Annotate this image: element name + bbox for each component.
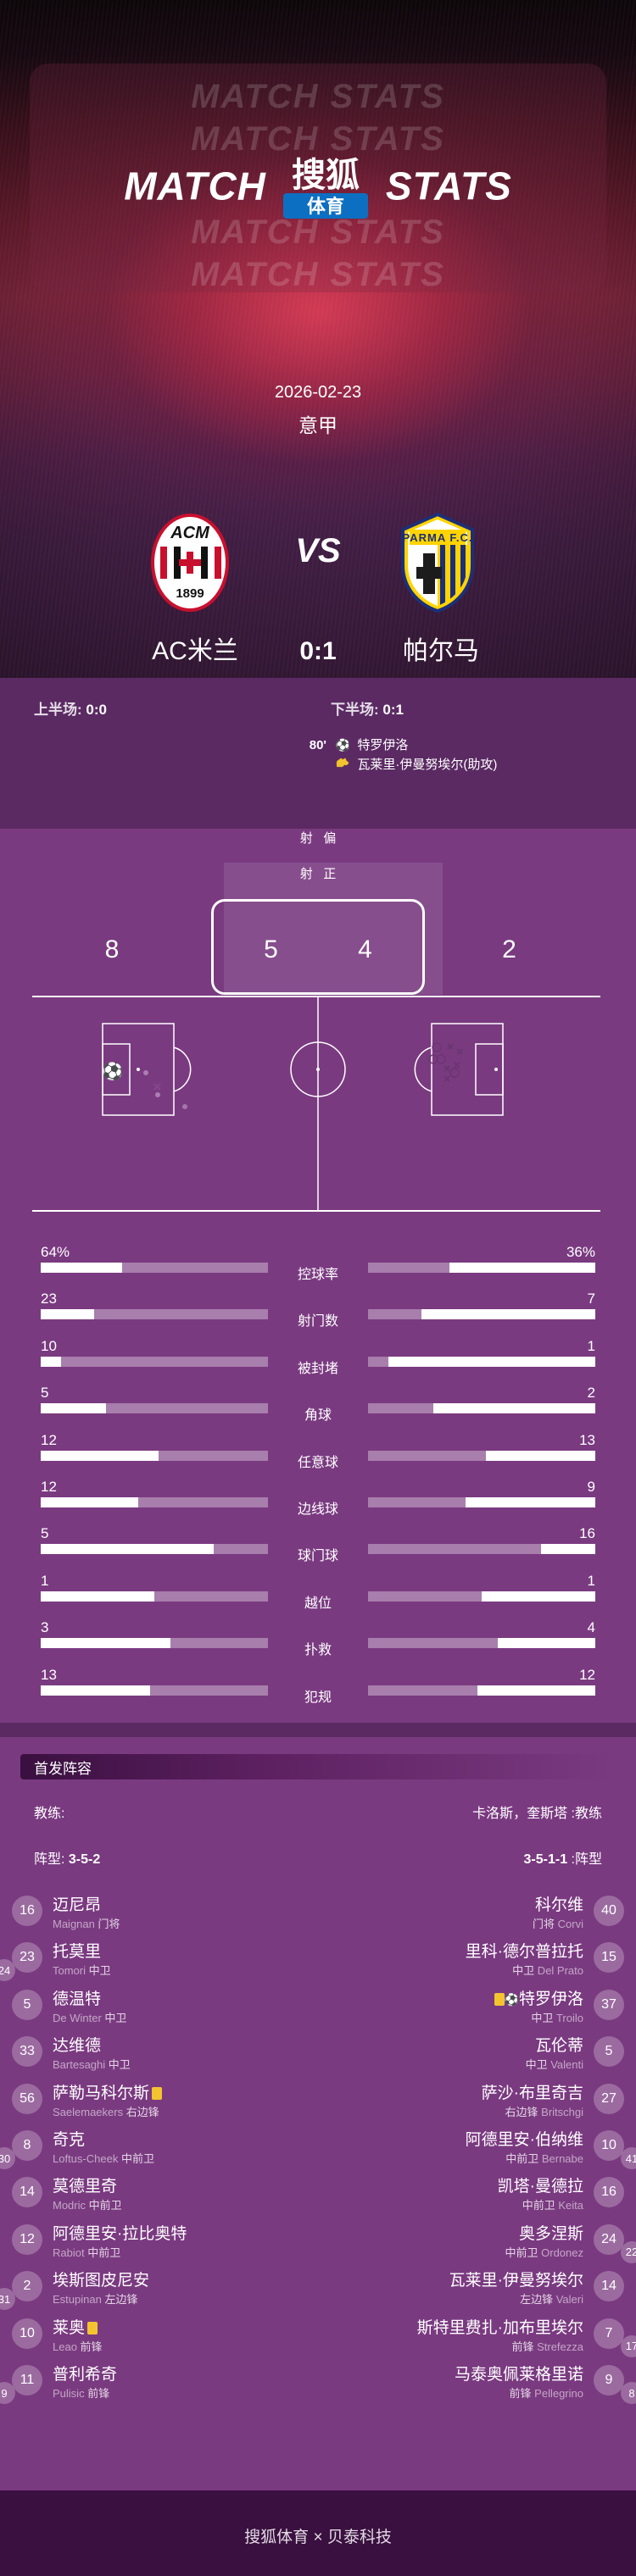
svg-text:搜狐: 搜狐 bbox=[292, 157, 360, 194]
svg-text:PARMA F.C.: PARMA F.C. bbox=[403, 531, 473, 544]
svg-text:1899: 1899 bbox=[176, 586, 204, 601]
svg-text:⚽: ⚽ bbox=[102, 1061, 124, 1081]
